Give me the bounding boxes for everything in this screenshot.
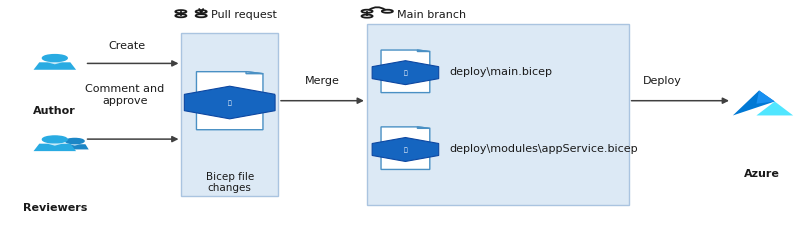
Text: Deploy: Deploy <box>643 76 682 86</box>
Text: 🔧: 🔧 <box>404 147 407 153</box>
Polygon shape <box>756 102 793 116</box>
Text: Reviewers: Reviewers <box>23 202 87 212</box>
Polygon shape <box>246 72 263 74</box>
Polygon shape <box>70 145 80 146</box>
Text: Create: Create <box>109 41 146 51</box>
Text: deploy\main.bicep: deploy\main.bicep <box>450 67 553 77</box>
Polygon shape <box>34 144 76 151</box>
Polygon shape <box>372 138 438 162</box>
Polygon shape <box>48 144 62 146</box>
Polygon shape <box>381 127 430 170</box>
Polygon shape <box>418 127 430 129</box>
Text: 🔧: 🔧 <box>228 100 231 106</box>
FancyBboxPatch shape <box>181 34 278 196</box>
Polygon shape <box>372 61 438 85</box>
Polygon shape <box>756 91 775 104</box>
Polygon shape <box>418 51 430 52</box>
Text: deploy\modules\appService.bicep: deploy\modules\appService.bicep <box>450 144 638 153</box>
FancyBboxPatch shape <box>367 25 629 205</box>
Text: Merge: Merge <box>305 76 340 86</box>
Polygon shape <box>733 91 775 116</box>
Text: Main branch: Main branch <box>397 10 466 20</box>
Polygon shape <box>34 63 76 70</box>
Text: Comment and
approve: Comment and approve <box>85 84 164 105</box>
Text: Author: Author <box>33 106 77 116</box>
Polygon shape <box>197 72 263 130</box>
Circle shape <box>65 139 84 144</box>
Polygon shape <box>60 145 89 150</box>
Polygon shape <box>185 87 275 119</box>
Circle shape <box>43 136 67 143</box>
Polygon shape <box>48 63 62 65</box>
Text: Azure: Azure <box>744 169 779 179</box>
Text: Pull request: Pull request <box>211 10 277 20</box>
Text: Bicep file
changes: Bicep file changes <box>206 171 254 193</box>
Circle shape <box>43 55 67 62</box>
Polygon shape <box>381 51 430 93</box>
Text: 🔧: 🔧 <box>404 71 407 76</box>
